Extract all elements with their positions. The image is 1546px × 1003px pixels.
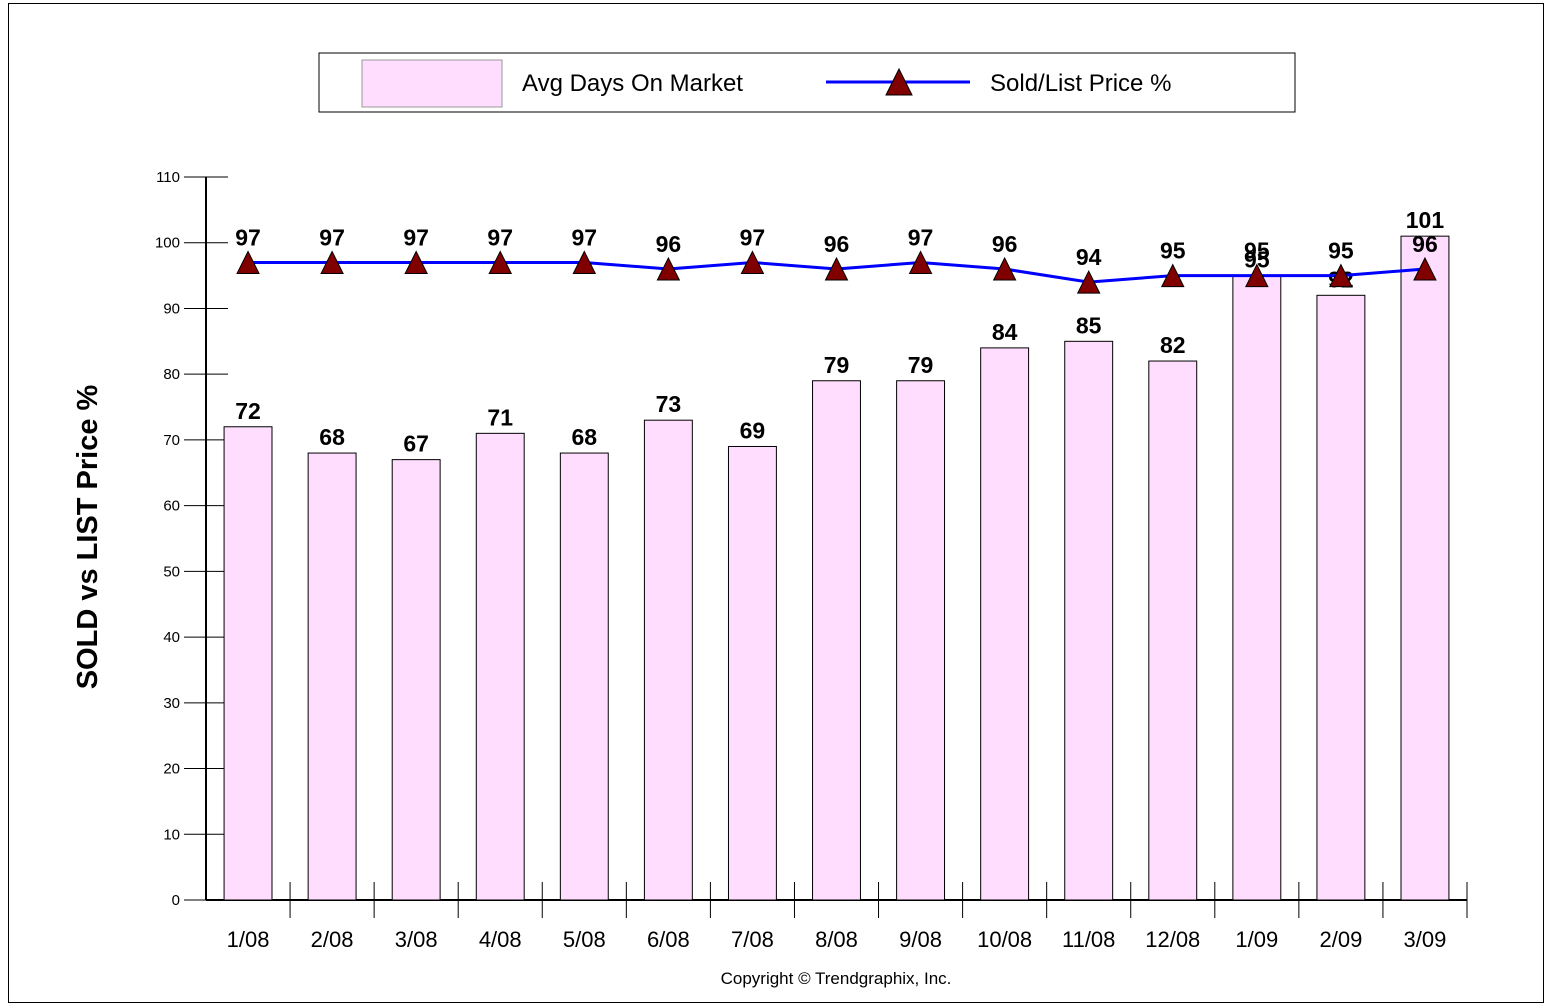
x-tick-label: 3/08 bbox=[395, 927, 438, 952]
x-tick-label: 11/08 bbox=[1062, 927, 1115, 952]
line-value-label: 95 bbox=[1328, 238, 1354, 264]
y-tick-label: 20 bbox=[163, 761, 180, 778]
y-tick-label: 50 bbox=[163, 563, 180, 580]
x-tick-label: 4/08 bbox=[479, 927, 522, 952]
line-point bbox=[1245, 263, 1269, 288]
x-tick-label: 5/08 bbox=[563, 927, 606, 952]
line-value-label: 96 bbox=[656, 231, 682, 257]
legend-bar-swatch bbox=[361, 59, 503, 108]
bar bbox=[1232, 275, 1282, 901]
line-point bbox=[824, 256, 849, 281]
line-point bbox=[740, 250, 765, 274]
line-value-label: 97 bbox=[908, 224, 934, 250]
legend: Avg Days On Market Sold/List Price % bbox=[318, 52, 1296, 113]
x-tick-label: 2/08 bbox=[311, 927, 354, 952]
bar-value-label: 85 bbox=[1076, 312, 1102, 338]
bar-value-label: 72 bbox=[235, 398, 261, 424]
y-tick-label: 80 bbox=[163, 366, 180, 383]
y-tick-label: 100 bbox=[155, 235, 180, 252]
y-tick-label: 110 bbox=[156, 169, 180, 186]
copyright-text: Copyright © Trendgraphix, Inc. bbox=[721, 969, 952, 988]
bar bbox=[980, 347, 1030, 901]
line-point bbox=[1160, 263, 1185, 288]
x-tick-label: 6/08 bbox=[647, 927, 690, 952]
line-point bbox=[908, 250, 933, 274]
bar bbox=[391, 459, 441, 901]
line-point bbox=[236, 250, 260, 274]
bar bbox=[1148, 360, 1198, 901]
y-axis-title: SOLD vs LIST Price % bbox=[72, 384, 104, 689]
legend-triangle-icon bbox=[885, 67, 913, 96]
line-labels: 97 97 97 97 97 96 97 96 97 96 94 95 95 95 96 bbox=[235, 224, 1438, 270]
line-value-label: 94 bbox=[1076, 244, 1102, 270]
bar-value-label: 73 bbox=[656, 391, 682, 417]
x-tick-label: 9/08 bbox=[899, 927, 942, 952]
line-value-label: 96 bbox=[1412, 231, 1438, 257]
bar-value-label: 71 bbox=[487, 404, 513, 430]
bars bbox=[223, 235, 1450, 901]
bar-value-label: 79 bbox=[908, 352, 934, 378]
x-tick-label: 10/08 bbox=[977, 927, 1032, 952]
y-tick-label: 10 bbox=[163, 826, 180, 843]
line-value-label: 97 bbox=[487, 224, 513, 250]
line-point bbox=[320, 250, 344, 274]
legend-label-bars: Avg Days On Market bbox=[522, 70, 743, 97]
line-point bbox=[572, 250, 597, 274]
bar-value-label: 68 bbox=[572, 424, 598, 450]
line-value-label: 96 bbox=[992, 231, 1018, 257]
bar bbox=[559, 452, 609, 901]
bar bbox=[812, 380, 861, 901]
bar bbox=[223, 426, 273, 901]
x-tick-label: 12/08 bbox=[1145, 927, 1200, 952]
x-tick-label: 3/09 bbox=[1404, 927, 1447, 952]
legend-label-line: Sold/List Price % bbox=[990, 70, 1171, 97]
line-point bbox=[1413, 256, 1437, 281]
bar-value-label: 84 bbox=[992, 319, 1018, 345]
bar bbox=[307, 452, 357, 901]
line-point bbox=[1329, 263, 1353, 288]
x-tick-label: 1/09 bbox=[1235, 927, 1278, 952]
bar bbox=[1064, 340, 1114, 901]
x-tick-label: 7/08 bbox=[731, 927, 774, 952]
line-point bbox=[404, 250, 428, 274]
bar-value-label: 101 bbox=[1406, 207, 1445, 233]
bar bbox=[1400, 235, 1450, 901]
bar bbox=[896, 380, 946, 901]
line-point bbox=[656, 256, 681, 281]
bar-value-label: 67 bbox=[403, 431, 429, 457]
x-tick-label: 8/08 bbox=[815, 927, 858, 952]
y-tick-label: 60 bbox=[163, 498, 180, 515]
y-tick-label: 0 bbox=[172, 892, 180, 909]
y-tick-label: 90 bbox=[163, 300, 180, 317]
bar-value-label: 79 bbox=[824, 352, 850, 378]
line-value-label: 97 bbox=[403, 224, 429, 250]
line-point bbox=[1076, 270, 1101, 294]
y-tick-label: 30 bbox=[163, 695, 180, 712]
bar bbox=[727, 445, 777, 901]
bar-value-label: 68 bbox=[319, 424, 345, 450]
line-value-label: 97 bbox=[235, 224, 261, 250]
line-point bbox=[992, 256, 1017, 281]
line-value-label: 95 bbox=[1244, 238, 1270, 264]
bar-value-label: 82 bbox=[1160, 332, 1186, 358]
line-value-label: 97 bbox=[740, 224, 766, 250]
y-tick-label: 40 bbox=[163, 629, 180, 646]
line-value-label: 97 bbox=[572, 224, 598, 250]
line-value-label: 97 bbox=[319, 224, 345, 250]
line-point bbox=[488, 250, 513, 274]
line-value-label: 95 bbox=[1160, 238, 1186, 264]
line-value-label: 96 bbox=[824, 231, 850, 257]
line-series bbox=[236, 250, 1437, 294]
bar-value-label: 69 bbox=[740, 417, 766, 443]
bar bbox=[475, 432, 525, 901]
y-tick-label: 70 bbox=[163, 432, 180, 449]
x-tick-label: 2/09 bbox=[1319, 927, 1362, 952]
x-tick-label: 1/08 bbox=[227, 927, 270, 952]
bar bbox=[643, 419, 693, 901]
bar bbox=[1316, 294, 1366, 901]
